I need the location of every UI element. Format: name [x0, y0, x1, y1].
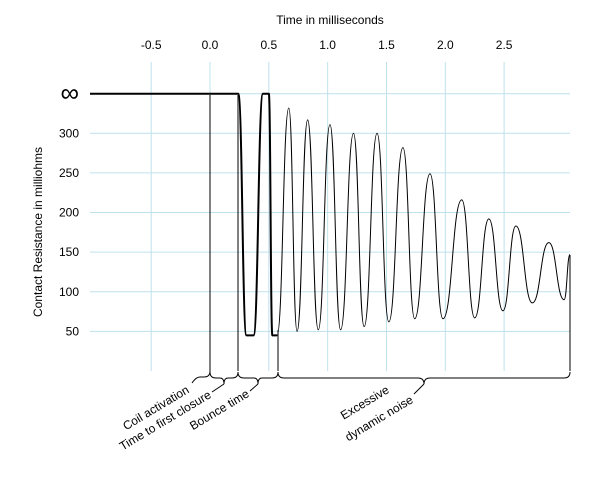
x-axis-title: Time in milliseconds: [276, 13, 384, 27]
leader: [211, 383, 225, 393]
y-tick-label: 100: [59, 285, 79, 299]
y-tick-label: 200: [59, 206, 79, 220]
x-tick-label: -0.5: [141, 38, 162, 52]
bracket: [191, 370, 211, 384]
x-tick-label: 1.0: [319, 38, 336, 52]
y-tick-label: ∞: [60, 78, 79, 108]
data-line: [90, 92, 278, 337]
y-tick-label: 150: [59, 245, 79, 259]
x-tick-label: 1.5: [378, 38, 395, 52]
y-axis-title: Contact Resistance in milliohms: [31, 147, 45, 317]
annotation-lines: [191, 95, 571, 395]
y-tick-label: 250: [59, 166, 79, 180]
leader: [249, 383, 259, 392]
bracket: [237, 371, 279, 385]
grid: [90, 62, 570, 371]
y-tick-label: 300: [59, 126, 79, 140]
y-tick-label: 50: [66, 324, 80, 338]
data-line: [276, 107, 571, 336]
bracket: [277, 371, 571, 385]
bracket: [209, 371, 239, 385]
x-tick-label: 2.5: [496, 38, 513, 52]
x-tick-label: 0.0: [202, 38, 219, 52]
x-tick-label: 2.0: [437, 38, 454, 52]
leader: [413, 383, 425, 395]
x-tick-label: 0.5: [260, 38, 277, 52]
